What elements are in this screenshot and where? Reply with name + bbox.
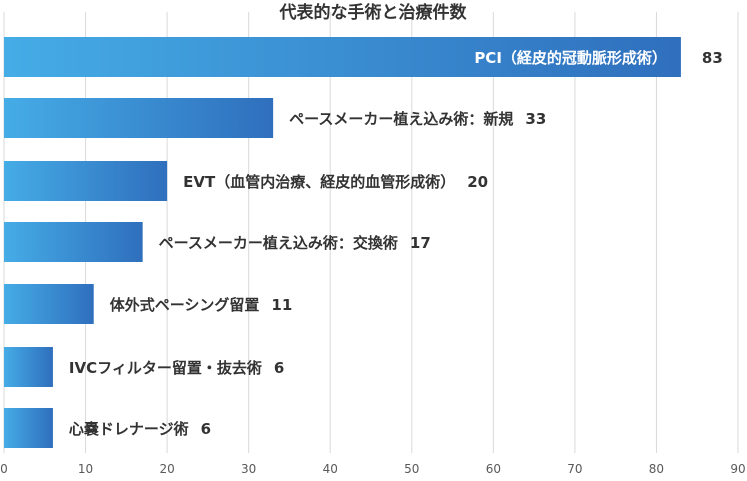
bar [4, 161, 168, 201]
bar-value-label: 6 [274, 359, 284, 377]
bar-category-label: IVCフィルター留置・抜去術 6 [69, 359, 284, 377]
bar-category-text: 体外式ペーシング留置 [110, 296, 260, 314]
bar-category-label: ペースメーカー植え込み術：交換術 17 [159, 234, 431, 252]
bar-category-label: ペースメーカー植え込み術：新規 33 [289, 110, 546, 128]
bar-value-label: 83 [702, 49, 723, 67]
x-tick-label: 30 [241, 462, 256, 476]
bar-category-text: IVCフィルター留置・抜去術 [69, 359, 262, 377]
bar [4, 222, 143, 262]
bars [4, 37, 681, 448]
bar-category-label: 体外式ペーシング留置 11 [110, 296, 293, 314]
bar [4, 347, 53, 387]
bar [4, 408, 53, 448]
chart-title: 代表的な手術と治療件数 [279, 2, 468, 23]
x-tick-label: 70 [567, 462, 582, 476]
x-tick-label: 20 [159, 462, 174, 476]
x-tick-label: 40 [323, 462, 338, 476]
bar-category-label: EVT（血管内治療、経皮的血管形成術） 20 [183, 173, 488, 191]
x-axis-ticks: 0 10 20 30 40 50 60 70 80 90 [0, 462, 745, 476]
bar-labels: PCI（経皮的冠動脈形成術） 83 ペースメーカー植え込み術：新規 33 EVT（血管内… [69, 49, 723, 438]
x-tick-label: 60 [486, 462, 501, 476]
x-tick-label: 0 [0, 462, 8, 476]
bar-value-label: 6 [201, 420, 211, 438]
bar-category-text: EVT（血管内治療、経皮的血管形成術） [183, 173, 455, 191]
bar-value-label: 11 [271, 296, 292, 314]
grid-lines [3, 12, 739, 453]
bar-category-label: 心嚢ドレナージ術 6 [69, 420, 211, 438]
bar [4, 284, 94, 324]
bar-value-label: 33 [525, 110, 546, 128]
x-tick-label: 80 [649, 462, 664, 476]
bar-category-text: ペースメーカー植え込み術：新規 [289, 110, 513, 128]
x-tick-label: 50 [404, 462, 419, 476]
bar-category-label: PCI（経皮的冠動脈形成術） [474, 49, 667, 67]
bar-category-text: ペースメーカー植え込み術：交換術 [159, 234, 398, 252]
bar-value-label: 17 [410, 234, 431, 252]
bar [4, 37, 681, 77]
bar [4, 98, 274, 138]
x-tick-label: 90 [730, 462, 745, 476]
bar-value-label: 20 [467, 173, 488, 191]
x-tick-label: 10 [78, 462, 93, 476]
bar-category-text: 心嚢ドレナージ術 [69, 420, 189, 438]
